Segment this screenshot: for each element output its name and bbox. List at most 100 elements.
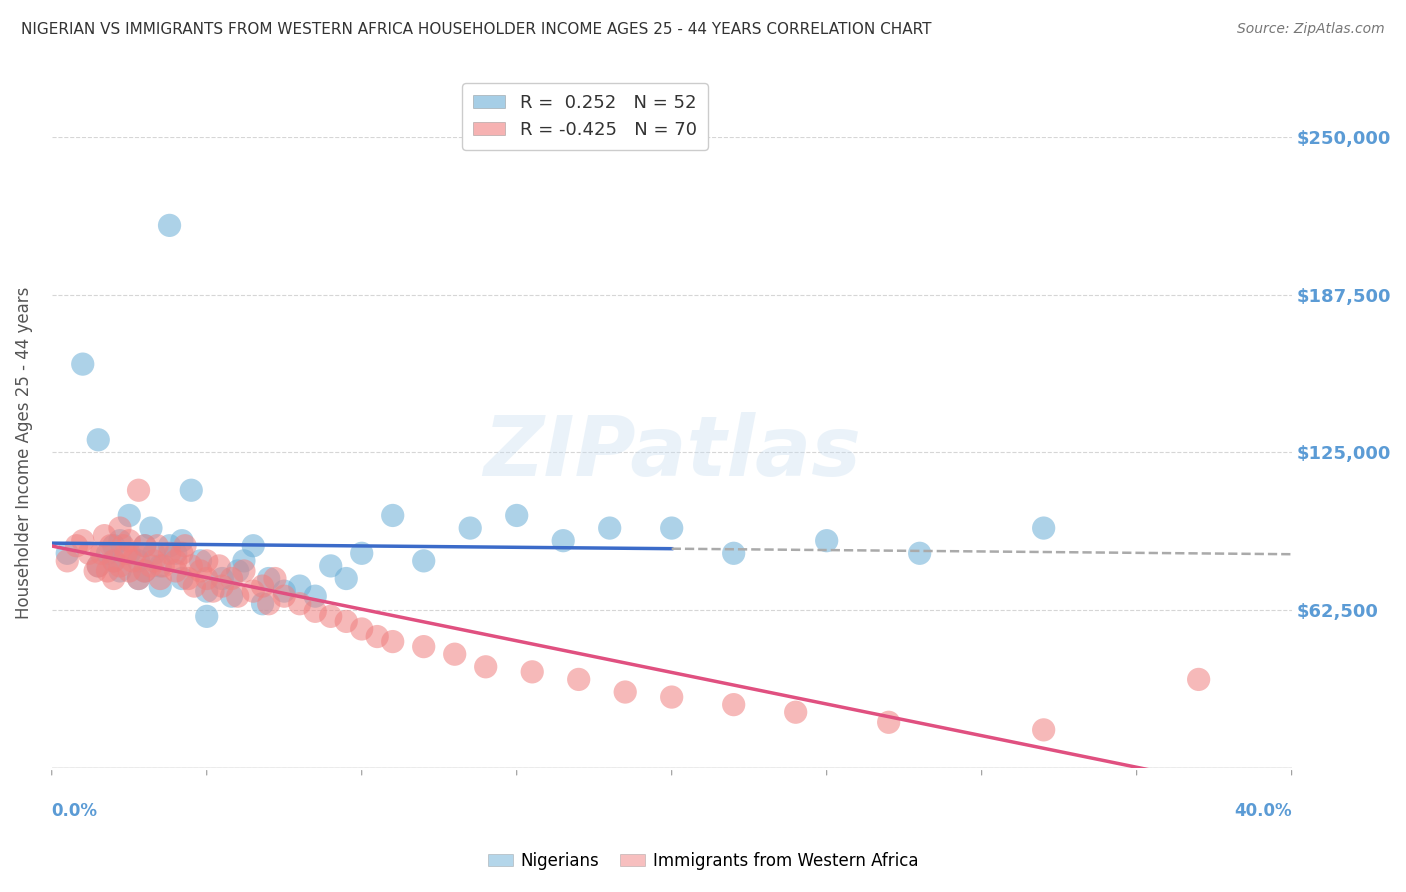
Point [87,558,110,573]
Point [93,528,115,542]
Point [180,483,202,498]
Point [159,539,181,553]
Point [232,564,254,578]
Point [201,584,224,599]
Text: Source: ZipAtlas.com: Source: ZipAtlas.com [1237,22,1385,37]
Point [474,660,496,674]
Point [304,589,326,603]
Point [522,665,544,679]
Point [208,558,231,573]
Point [149,572,172,586]
Point [877,715,900,730]
Point [139,521,162,535]
Point [149,579,172,593]
Point [412,554,434,568]
Point [252,597,274,611]
Point [112,539,135,553]
Point [103,572,125,586]
Point [257,572,280,586]
Point [288,579,311,593]
Point [143,546,166,560]
Point [350,622,373,636]
Point [412,640,434,654]
Point [366,630,388,644]
Point [661,690,683,704]
Point [211,572,233,586]
Legend: R =  0.252   N = 52, R = -0.425   N = 70: R = 0.252 N = 52, R = -0.425 N = 70 [463,83,707,150]
Point [335,572,357,586]
Point [128,572,150,586]
Point [815,533,838,548]
Point [174,539,197,553]
Point [124,546,146,560]
Point [134,564,156,578]
Point [506,508,529,523]
Point [350,546,373,560]
Point [146,539,169,553]
Point [273,584,295,599]
Point [553,533,575,548]
Point [103,554,125,568]
Point [443,647,465,661]
Point [785,705,807,719]
Point [264,572,287,586]
Point [65,539,87,553]
Point [195,609,218,624]
Point [121,554,143,568]
Point [56,546,79,560]
Point [152,558,174,573]
Point [183,579,205,593]
Y-axis label: Householder Income Ages 25 - 44 years: Householder Income Ages 25 - 44 years [15,286,32,618]
Point [170,533,193,548]
Point [118,533,141,548]
Point [56,554,79,568]
Point [72,533,94,548]
Point [1032,723,1054,737]
Point [599,521,621,535]
Point [319,609,342,624]
Point [1188,673,1211,687]
Point [195,572,218,586]
Point [108,558,131,573]
Point [288,597,311,611]
Point [134,539,156,553]
Point [723,698,745,712]
Point [170,572,193,586]
Point [100,539,122,553]
Point [72,357,94,371]
Point [108,521,131,535]
Point [381,508,404,523]
Point [108,564,131,578]
Point [84,564,107,578]
Point [118,508,141,523]
Point [165,554,187,568]
Point [232,554,254,568]
Point [128,554,150,568]
Point [165,546,187,560]
Point [77,546,100,560]
Point [304,604,326,618]
Point [87,433,110,447]
Point [319,558,342,573]
Point [177,572,200,586]
Point [149,558,172,573]
Point [128,572,150,586]
Point [195,554,218,568]
Point [211,579,233,593]
Point [139,558,162,573]
Point [190,564,212,578]
Point [335,615,357,629]
Point [1032,521,1054,535]
Point [381,634,404,648]
Point [180,558,202,573]
Text: NIGERIAN VS IMMIGRANTS FROM WESTERN AFRICA HOUSEHOLDER INCOME AGES 25 - 44 YEARS: NIGERIAN VS IMMIGRANTS FROM WESTERN AFRI… [21,22,932,37]
Point [103,554,125,568]
Point [134,539,156,553]
Legend: Nigerians, Immigrants from Western Africa: Nigerians, Immigrants from Western Afric… [481,846,925,877]
Point [165,564,187,578]
Point [226,589,249,603]
Point [568,673,591,687]
Point [221,572,243,586]
Point [143,554,166,568]
Point [108,533,131,548]
